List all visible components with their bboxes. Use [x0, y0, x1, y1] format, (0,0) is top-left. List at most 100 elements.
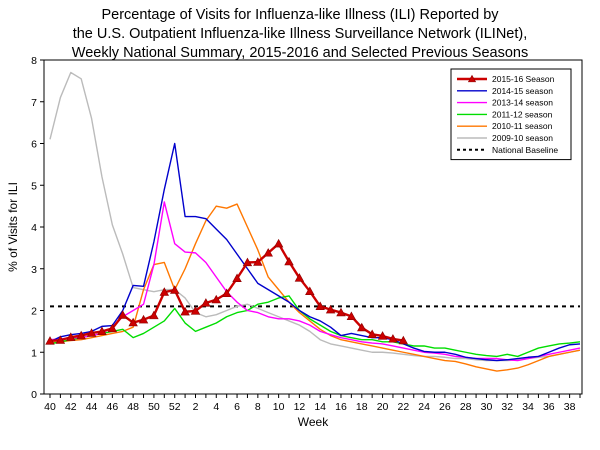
x-tick-label: 36: [543, 401, 555, 413]
data-point-2015-16-season: [305, 286, 315, 295]
data-point-2015-16-season: [190, 306, 201, 315]
data-point-2015-16-season: [138, 314, 149, 324]
data-point-2015-16-season: [97, 326, 107, 336]
data-point-2015-16-season: [346, 311, 357, 321]
legend-item-2011-12-season: 2011-12 season: [457, 109, 553, 119]
x-tick-label: 2: [193, 401, 199, 413]
x-tick-label: 38: [564, 401, 576, 413]
y-tick-label: 6: [31, 139, 37, 151]
x-tick-label: 42: [65, 401, 77, 413]
y-tick-label: 0: [31, 389, 37, 401]
legend-item-2014-15-season: 2014-15 season: [457, 86, 553, 96]
data-point-2015-16-season: [45, 336, 55, 345]
x-tick-label: 26: [439, 401, 451, 413]
x-tick-label: 30: [481, 401, 493, 413]
legend-item-2009-10-season: 2009-10 season: [457, 133, 553, 143]
data-point-2015-16-season: [336, 307, 346, 317]
legend-label-2013-14-season: 2013-14 season: [492, 98, 553, 108]
data-point-2015-16-season: [76, 330, 86, 340]
x-tick-label: 10: [273, 401, 285, 413]
data-point-2015-16-season: [325, 304, 336, 314]
data-point-2015-16-season: [149, 310, 159, 320]
x-tick-label: 44: [86, 401, 98, 413]
y-tick-label: 8: [31, 55, 37, 67]
data-point-2015-16-season: [388, 334, 398, 343]
data-point-2015-16-season: [315, 301, 325, 310]
legend-label-2014-15-season: 2014-15 season: [492, 86, 553, 96]
data-point-2015-16-season: [398, 335, 409, 345]
x-axis-title: Week: [298, 415, 329, 429]
x-tick-label: 50: [148, 401, 160, 413]
data-point-2015-16-season: [86, 328, 97, 337]
x-tick-label: 24: [418, 401, 430, 413]
x-tick-label: 46: [107, 401, 119, 413]
series-line-2014-15-season: [49, 142, 581, 362]
data-point-2015-16-season: [273, 238, 284, 248]
x-tick-label: 16: [335, 401, 347, 413]
x-tick-label: 48: [127, 401, 139, 413]
y-tick-label: 4: [31, 222, 37, 234]
legend-item-2015-16-season: 2015-16 Season: [457, 74, 555, 84]
data-point-2015-16-season: [118, 310, 128, 319]
y-tick-label: 5: [31, 180, 37, 192]
data-point-2015-16-season: [201, 298, 211, 307]
data-point-2015-16-season: [357, 322, 367, 332]
series-line-2011-12-season: [49, 295, 581, 358]
data-point-2015-16-season: [55, 335, 66, 344]
x-tick-label: 52: [169, 401, 181, 413]
data-point-2015-16-season: [263, 248, 273, 257]
data-point-2015-16-season: [211, 294, 221, 304]
x-tick-label: 22: [397, 401, 409, 413]
x-tick-label: 14: [314, 401, 326, 413]
series-2011-12-season: [49, 295, 581, 358]
x-tick-label: 12: [294, 401, 306, 413]
series-2010-11-season: [49, 203, 581, 372]
legend-label-2011-12-season: 2011-12 season: [492, 109, 553, 119]
data-point-2015-16-season: [242, 257, 253, 267]
series-line-2013-14-season: [49, 201, 581, 362]
x-tick-label: 6: [234, 401, 240, 413]
data-point-2015-16-season: [232, 273, 242, 283]
data-point-2015-16-season: [221, 288, 232, 298]
data-point-2015-16-season: [180, 306, 190, 316]
series-line-2010-11-season: [49, 203, 581, 372]
chart-title: Percentage of Visits for Influenza-like …: [71, 7, 529, 61]
legend-label-national-baseline: National Baseline: [492, 145, 558, 155]
legend-item-2013-14-season: 2013-14 season: [457, 98, 553, 108]
series-2014-15-season: [49, 142, 581, 362]
series-layer: [45, 71, 581, 372]
series-2015-16-season: [45, 238, 409, 345]
legend-marker-2015-16-season: [467, 74, 477, 83]
x-tick-label: 8: [255, 401, 261, 413]
legend-item-national-baseline: National Baseline: [457, 145, 558, 155]
y-tick-label: 3: [31, 264, 37, 276]
data-point-2015-16-season: [284, 256, 294, 266]
data-point-2015-16-season: [159, 287, 170, 296]
y-tick-label: 7: [31, 97, 37, 109]
x-tick-label: 4: [213, 401, 219, 413]
y-tick-label: 1: [31, 347, 37, 359]
x-tick-label: 18: [356, 401, 368, 413]
legend-label-2010-11-season: 2010-11 season: [492, 121, 553, 131]
data-point-2015-16-season: [377, 331, 388, 340]
data-point-2015-16-season: [294, 273, 305, 282]
data-point-2015-16-season: [128, 317, 138, 327]
legend-item-2010-11-season: 2010-11 season: [457, 121, 553, 131]
legend-label-2015-16-season: 2015-16 Season: [492, 74, 555, 84]
series-2013-14-season: [49, 201, 581, 362]
y-axis-title: % of Visits for ILI: [6, 182, 20, 272]
data-point-2015-16-season: [253, 257, 263, 266]
data-point-2015-16-season: [107, 323, 118, 333]
legend-label-2009-10-season: 2009-10 season: [492, 133, 553, 143]
data-point-2015-16-season: [367, 329, 377, 338]
x-tick-label: 32: [501, 401, 513, 413]
x-tick-label: 20: [377, 401, 389, 413]
x-tick-label: 40: [44, 401, 56, 413]
data-point-2015-16-season: [170, 285, 180, 294]
legend: 2015-16 Season 2014-15 season 2013-14 seas…: [450, 68, 572, 161]
x-tick-label: 28: [460, 401, 472, 413]
x-tick-label: 34: [522, 401, 534, 413]
data-point-2015-16-season: [66, 332, 76, 341]
